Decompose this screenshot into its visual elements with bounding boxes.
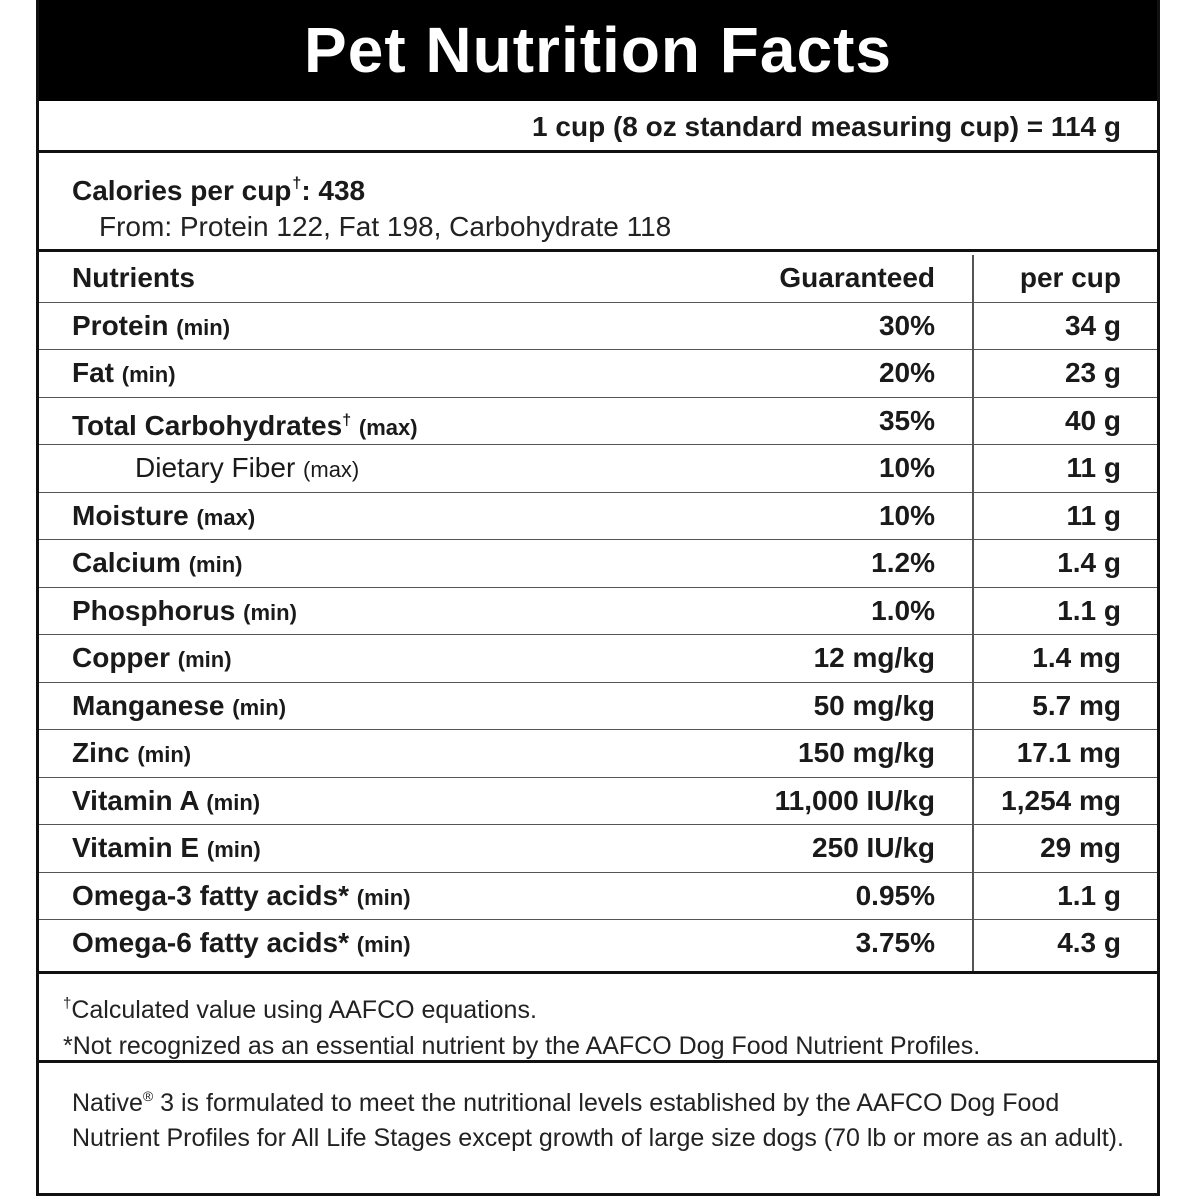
- table-row: Zinc (min) 150 mg/kg 17.1 mg: [39, 730, 1157, 778]
- table-row: Vitamin A (min) 11,000 IU/kg 1,254 mg: [39, 778, 1157, 825]
- footnotes: †Calculated value using AAFCO equations.…: [39, 971, 1157, 1063]
- page-title: Pet Nutrition Facts: [39, 0, 1157, 101]
- nutrient-name: Omega-6 fatty acids* (min): [72, 927, 411, 958]
- table-row: Omega-3 fatty acids* (min) 0.95% 1.1 g: [39, 873, 1157, 920]
- guaranteed-value: 11,000 IU/kg: [774, 784, 935, 816]
- nutrient-name: Fat (min): [72, 357, 176, 388]
- per-cup-value: 11 g: [1066, 452, 1121, 483]
- guaranteed-value: 1.0%: [871, 594, 935, 626]
- table-header: Nutrients Guaranteed per cup: [39, 255, 1157, 303]
- guaranteed-value: 250 IU/kg: [812, 832, 935, 863]
- aafco-statement: Native® 3 is formulated to meet the nutr…: [39, 1063, 1157, 1156]
- guaranteed-value: 12 mg/kg: [813, 642, 935, 673]
- header-guaranteed: Guaranteed: [779, 262, 935, 293]
- nutrient-name: Copper (min): [72, 642, 232, 673]
- table-row: Manganese (min) 50 mg/kg 5.7 mg: [39, 683, 1157, 730]
- statement-text: 3 is formulated to meet the nutritional …: [72, 1089, 1124, 1152]
- header-nutrients: Nutrients: [72, 262, 195, 293]
- calories-value: : 438: [301, 175, 366, 206]
- nutrient-name: Manganese (min): [72, 689, 287, 721]
- calories-breakdown: From: Protein 122, Fat 198, Carbohydrate…: [99, 211, 672, 242]
- guaranteed-value: 10%: [878, 452, 935, 483]
- per-cup-value: 1.1 g: [1057, 879, 1121, 911]
- per-cup-value: 29 mg: [1040, 832, 1121, 863]
- table-row: Total Carbohydrates† (max) 35% 40 g: [39, 398, 1157, 445]
- guaranteed-value: 30%: [878, 309, 935, 341]
- per-cup-value: 1.4 mg: [1032, 642, 1121, 673]
- table-row: Calcium (min) 1.2% 1.4 g: [39, 540, 1157, 588]
- footnote-asterisk: *Not recognized as an essential nutrient…: [63, 1032, 981, 1060]
- guaranteed-value: 50 mg/kg: [813, 689, 935, 721]
- per-cup-value: 4.3 g: [1057, 927, 1121, 958]
- nutrient-name: Omega-3 fatty acids* (min): [72, 879, 411, 911]
- table-row: Moisture (max) 10% 11 g: [39, 493, 1157, 540]
- per-cup-value: 11 g: [1066, 499, 1121, 531]
- nutrient-name: Vitamin A (min): [72, 784, 261, 816]
- nutrient-name: Calcium (min): [72, 547, 243, 578]
- nutrient-name: Zinc (min): [72, 737, 192, 768]
- registered-mark: ®: [142, 1088, 154, 1104]
- per-cup-value: 5.7 mg: [1032, 689, 1121, 721]
- calories-marker: †: [292, 175, 302, 192]
- table-row: Fat (min) 20% 23 g: [39, 350, 1157, 398]
- guaranteed-value: 0.95%: [855, 879, 935, 911]
- table-row: Phosphorus (min) 1.0% 1.1 g: [39, 588, 1157, 635]
- guaranteed-value: 150 mg/kg: [798, 737, 935, 768]
- table-row: Dietary Fiber (max) 10% 11 g: [39, 445, 1157, 493]
- per-cup-value: 34 g: [1064, 309, 1121, 341]
- nutrient-name: Dietary Fiber (max): [135, 452, 360, 483]
- guaranteed-value: 10%: [878, 499, 935, 531]
- guaranteed-value: 20%: [878, 357, 935, 388]
- per-cup-value: 1.4 g: [1057, 547, 1121, 578]
- table-row: Omega-6 fatty acids* (min) 3.75% 4.3 g: [39, 920, 1157, 968]
- nutrient-name: Moisture (max): [72, 499, 256, 531]
- guaranteed-value: 35%: [878, 404, 935, 436]
- table-row: Copper (min) 12 mg/kg 1.4 mg: [39, 635, 1157, 683]
- nutrient-name: Vitamin E (min): [72, 832, 261, 863]
- per-cup-value: 23 g: [1064, 357, 1121, 388]
- per-cup-value: 17.1 mg: [1016, 737, 1121, 768]
- nutrient-name: Total Carbohydrates† (max): [72, 409, 418, 441]
- nutrient-name: Protein (min): [72, 309, 231, 341]
- calories-label: Calories per cup: [72, 175, 292, 206]
- nutrition-panel: Pet Nutrition Facts 1 cup (8 oz standard…: [36, 0, 1160, 1196]
- brand-name: Native: [72, 1089, 143, 1117]
- per-cup-value: 1.1 g: [1057, 594, 1121, 626]
- per-cup-value: 40 g: [1064, 404, 1121, 436]
- guaranteed-value: 1.2%: [871, 547, 935, 578]
- nutrient-table: Nutrients Guaranteed per cup Protein (mi…: [39, 255, 1157, 968]
- column-divider: [972, 255, 974, 971]
- calories-line: Calories per cup†: 438: [72, 166, 1157, 209]
- table-row: Protein (min) 30% 34 g: [39, 303, 1157, 350]
- header-per-cup: per cup: [1019, 262, 1121, 293]
- serving-size: 1 cup (8 oz standard measuring cup) = 11…: [39, 101, 1157, 153]
- footnote-dagger: †Calculated value using AAFCO equations.: [63, 995, 537, 1024]
- guaranteed-value: 3.75%: [855, 927, 935, 958]
- per-cup-value: 1,254 mg: [1001, 784, 1121, 816]
- nutrient-name: Phosphorus (min): [72, 594, 297, 626]
- table-row: Vitamin E (min) 250 IU/kg 29 mg: [39, 825, 1157, 873]
- calories-section: Calories per cup†: 438 From: Protein 122…: [39, 154, 1157, 252]
